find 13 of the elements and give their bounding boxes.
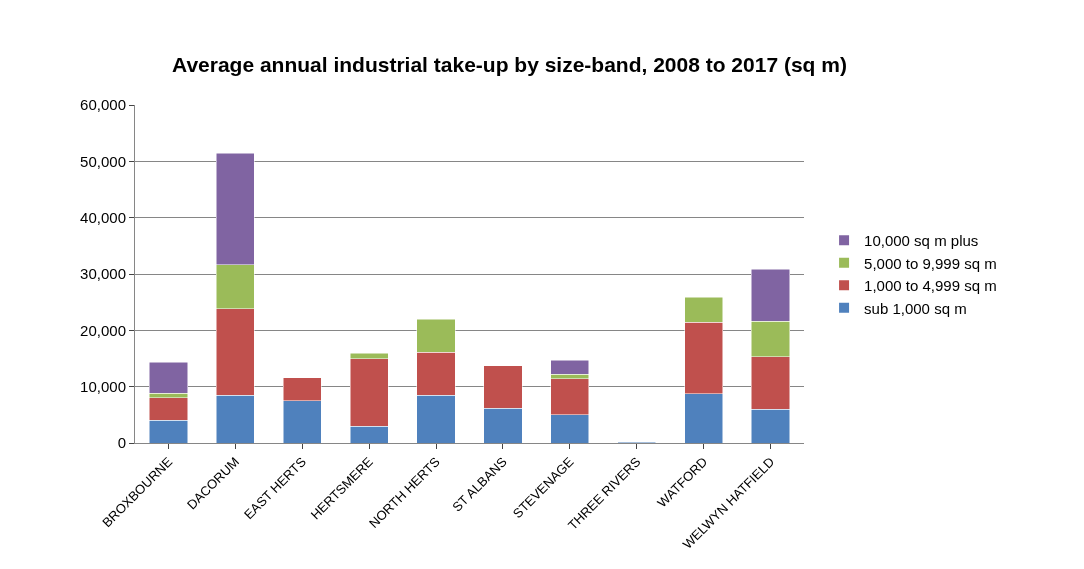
legend-label: sub 1,000 sq m	[864, 299, 967, 317]
y-tick-label: 40,000	[80, 208, 126, 226]
y-tick-label: 0	[117, 434, 126, 452]
bar	[550, 359, 590, 375]
y-tick-label: 20,000	[80, 321, 126, 339]
y-tick-label: 10,000	[80, 377, 126, 395]
legend-label: 1,000 to 4,999 sq m	[864, 277, 997, 295]
legend-label: 5,000 to 9,999 sq m	[864, 254, 997, 272]
y-tick-label: 60,000	[80, 96, 126, 114]
chart-title: Average annual industrial take-up by size-band, 2008 to 2017 (sq m)	[172, 52, 847, 76]
y-tick-label: 30,000	[80, 265, 126, 283]
y-tick-label: 50,000	[80, 152, 126, 170]
legend-label: 10,000 sq m plus	[864, 232, 979, 250]
